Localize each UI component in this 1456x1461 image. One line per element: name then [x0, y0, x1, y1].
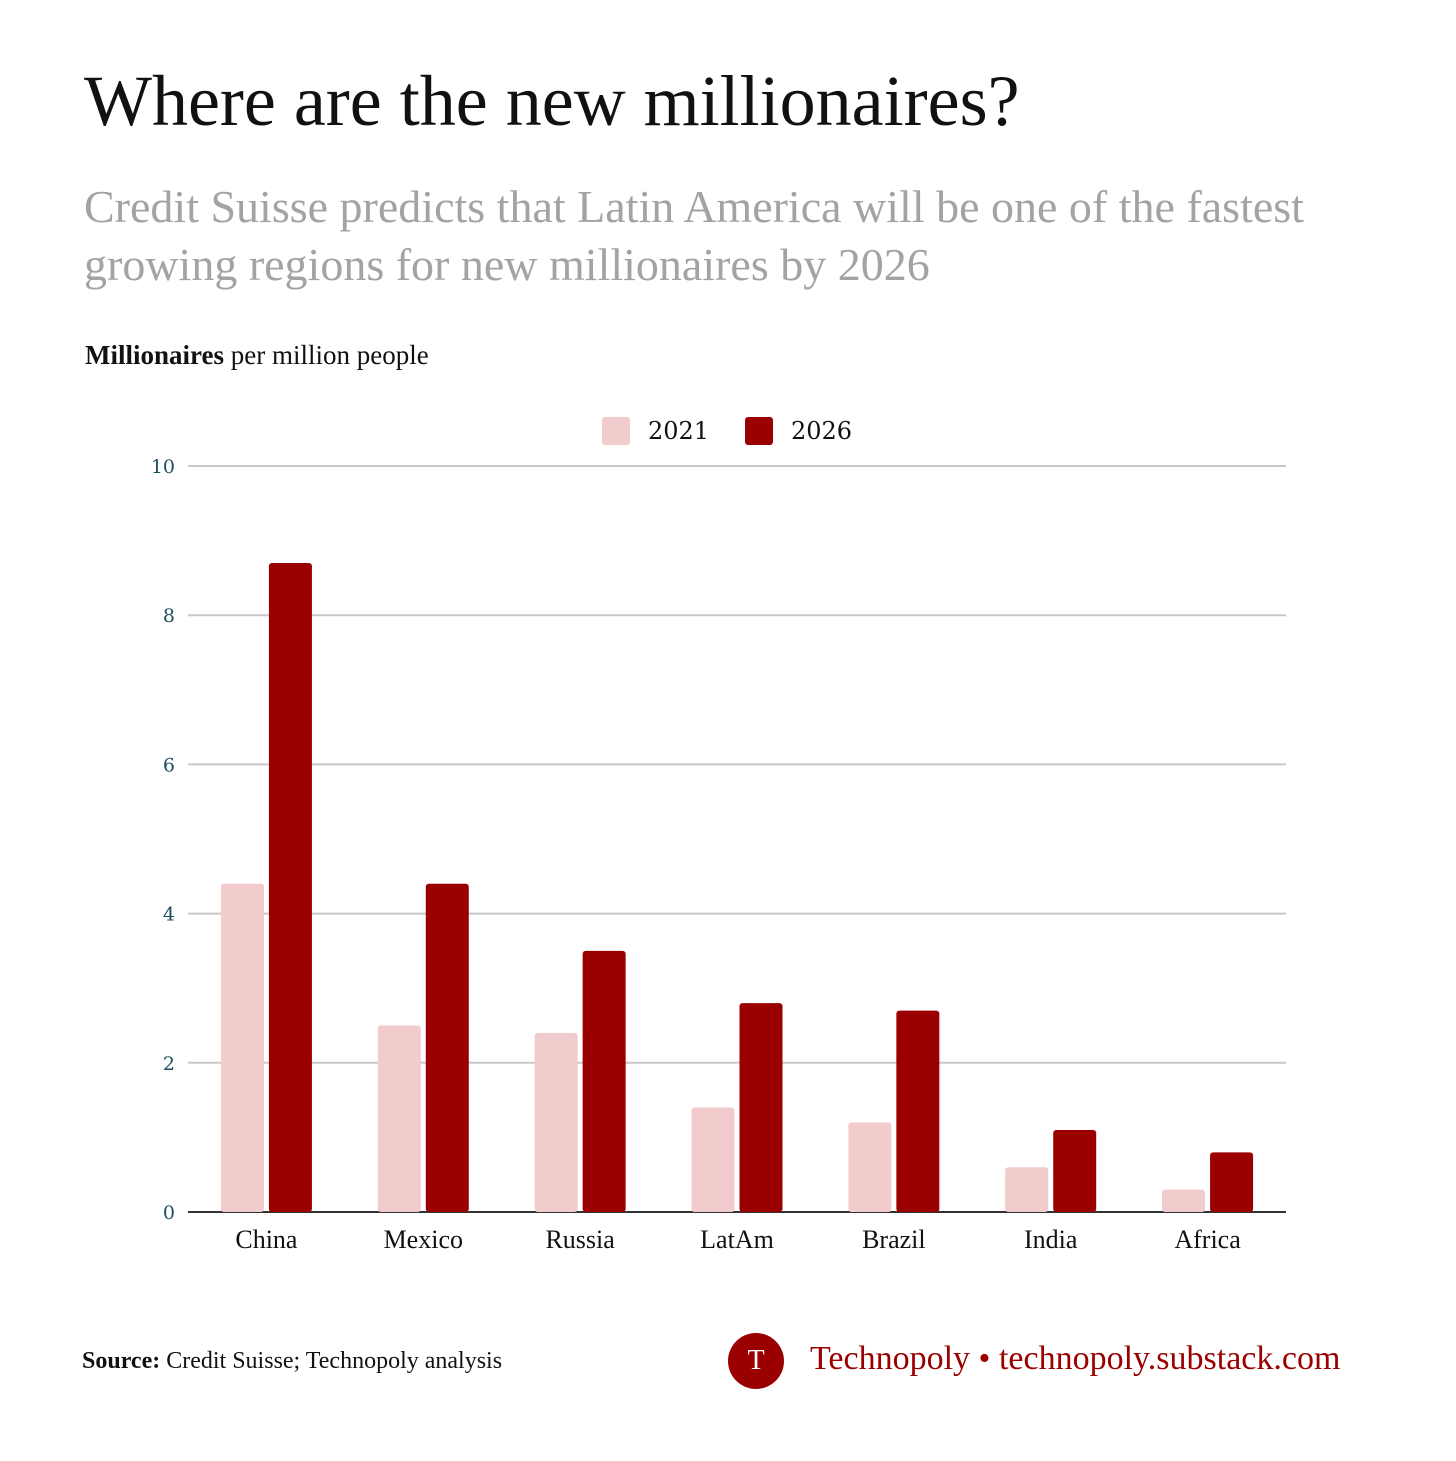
brand-name: Technopoly	[810, 1340, 971, 1377]
brand-attribution[interactable]: Technopoly • technopoly.substack.com	[810, 1340, 1340, 1378]
bar-2026-china	[268, 562, 312, 1212]
x-tick-label: Russia	[545, 1225, 615, 1254]
y-tick-label: 0	[163, 1202, 175, 1224]
bar-2026-mexico	[425, 883, 469, 1212]
brand-logo-letter: T	[747, 1345, 765, 1376]
bar-2026-india	[1053, 1129, 1097, 1212]
bar-2026-africa	[1210, 1152, 1254, 1212]
brand-url[interactable]: technopoly.substack.com	[998, 1340, 1341, 1377]
chart-subtitle: Credit Suisse predicts that Latin Americ…	[84, 181, 1304, 290]
bar-2021-africa	[1162, 1189, 1206, 1212]
x-tick-label: India	[1024, 1225, 1078, 1254]
bar-2021-russia	[534, 1032, 578, 1212]
y-tick-label: 2	[163, 1053, 175, 1075]
unit-label-rest: per million people	[224, 340, 429, 370]
source-label: Source:	[82, 1348, 161, 1374]
bar-2021-brazil	[848, 1122, 892, 1212]
bar-2026-russia	[582, 950, 626, 1212]
bar-2021-china	[220, 883, 264, 1212]
y-tick-label: 4	[163, 904, 175, 926]
legend-label-2026: 2026	[791, 417, 852, 445]
x-tick-label: LatAm	[700, 1225, 774, 1254]
bar-2021-india	[1005, 1167, 1049, 1212]
unit-label: Millionaires per million people	[85, 340, 429, 371]
x-tick-label: Mexico	[384, 1225, 463, 1254]
bar-2021-latam	[691, 1107, 735, 1212]
y-tick-label: 10	[151, 456, 175, 478]
source-text: Credit Suisse; Technopoly analysis	[160, 1348, 503, 1374]
bar-chart: 0 2 4 6 8 10 China Mexico Russia LatAm Brazil India…	[151, 417, 1286, 1254]
y-tick-label: 6	[163, 754, 175, 776]
chart-title: Where are the new millionaires?	[84, 61, 1020, 141]
bar-2026-latam	[739, 1003, 783, 1212]
legend-label-2021: 2021	[648, 417, 709, 445]
unit-label-bold: Millionaires	[85, 340, 224, 370]
y-tick-label: 8	[163, 605, 175, 627]
x-tick-label: China	[235, 1225, 298, 1254]
source-note: Source: Credit Suisse; Technopoly analys…	[82, 1348, 502, 1375]
brand-logo: T	[728, 1333, 784, 1389]
legend-swatch-2026	[745, 417, 773, 445]
legend-swatch-2021	[602, 417, 630, 445]
x-tick-label: Brazil	[862, 1225, 926, 1254]
brand-separator: •	[978, 1340, 991, 1377]
bar-2021-mexico	[377, 1025, 421, 1212]
bar-2026-brazil	[896, 1010, 940, 1212]
x-tick-label: Africa	[1174, 1225, 1241, 1254]
